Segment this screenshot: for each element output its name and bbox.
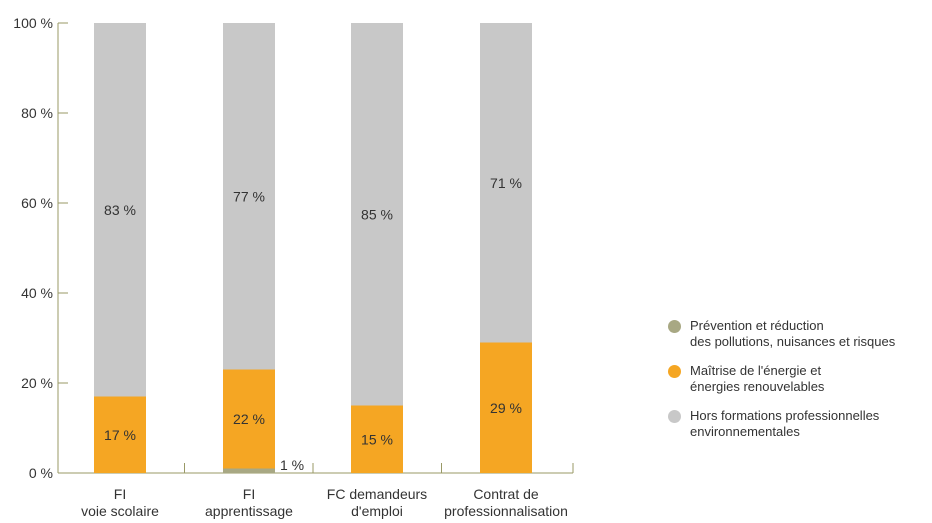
data-label-energie-3: 29 % xyxy=(490,400,522,416)
y-tick-label-5: 100 % xyxy=(13,15,53,31)
x-tick-label-3-0: Contrat de xyxy=(473,486,539,502)
legend-swatch-hors xyxy=(668,410,681,423)
x-tick-label-1-1: apprentissage xyxy=(205,503,293,519)
y-tick-label-0: 0 % xyxy=(29,465,53,481)
bar-energie-1 xyxy=(223,369,275,469)
legend-label-prevention: Prévention et réduction des pollutions, … xyxy=(690,318,896,349)
data-label-hors-0: 83 % xyxy=(104,202,136,218)
y-tick-label-1: 20 % xyxy=(21,375,53,391)
legend-item-prevention: Prévention et réduction des pollutions, … xyxy=(668,318,930,350)
legend: Prévention et réduction des pollutions, … xyxy=(668,318,930,453)
bar-energie-3 xyxy=(480,342,532,473)
x-tick-label-2-0: FC demandeurs xyxy=(327,486,427,502)
x-tick-label-3-1: professionnalisation xyxy=(444,503,568,519)
bar-hors-3 xyxy=(480,23,532,343)
data-label-hors-3: 71 % xyxy=(490,175,522,191)
data-label-energie-0: 17 % xyxy=(104,427,136,443)
y-tick-label-3: 60 % xyxy=(21,195,53,211)
x-tick-label-1-0: FI xyxy=(243,486,255,502)
legend-swatch-energie xyxy=(668,365,681,378)
x-tick-label-0-0: FI xyxy=(114,486,126,502)
data-label-prevention-1: 1 % xyxy=(280,457,304,473)
data-label-energie-1: 22 % xyxy=(233,411,265,427)
x-tick-label-0-1: voie scolaire xyxy=(81,503,159,519)
bar-hors-0 xyxy=(94,23,146,397)
y-tick-label-4: 80 % xyxy=(21,105,53,121)
legend-label-hors: Hors formations professionnelles environ… xyxy=(690,408,880,439)
data-label-energie-2: 15 % xyxy=(361,431,393,447)
data-label-hors-1: 77 % xyxy=(233,188,265,204)
bar-hors-1 xyxy=(223,23,275,370)
y-tick-label-2: 40 % xyxy=(21,285,53,301)
x-tick-label-2-1: d'emploi xyxy=(351,503,403,519)
legend-item-hors: Hors formations professionnelles environ… xyxy=(668,408,930,440)
data-label-hors-2: 85 % xyxy=(361,206,393,222)
legend-label-energie: Maîtrise de l'énergie et énergies renouv… xyxy=(690,363,825,394)
bar-energie-0 xyxy=(94,396,146,473)
legend-item-energie: Maîtrise de l'énergie et énergies renouv… xyxy=(668,363,930,395)
bar-energie-2 xyxy=(351,405,403,473)
bar-hors-2 xyxy=(351,23,403,406)
bar-prevention-1 xyxy=(223,468,275,473)
legend-swatch-prevention xyxy=(668,320,681,333)
